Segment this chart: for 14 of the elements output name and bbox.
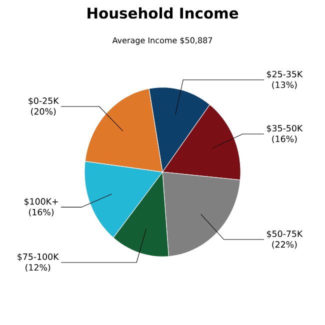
data-label: (13%) xyxy=(272,81,297,90)
data-label: (20%) xyxy=(31,108,56,116)
chart-title: Household Income xyxy=(88,7,238,19)
slice-label: $25-35K xyxy=(266,70,303,79)
slice-label: $75-100K xyxy=(18,253,59,262)
slice-label: $50-75K xyxy=(266,230,303,238)
chart-subtitle: Average Income $50,887 xyxy=(112,37,212,45)
slice-label: $0-25K xyxy=(28,97,59,106)
data-label: (22%) xyxy=(272,241,297,249)
data-label: (12%) xyxy=(26,264,50,272)
slice-label: $35-50K xyxy=(266,124,303,133)
data-label: (16%) xyxy=(272,135,297,144)
slice-label: $100K+ xyxy=(24,198,58,206)
data-label: (16%) xyxy=(29,208,54,216)
